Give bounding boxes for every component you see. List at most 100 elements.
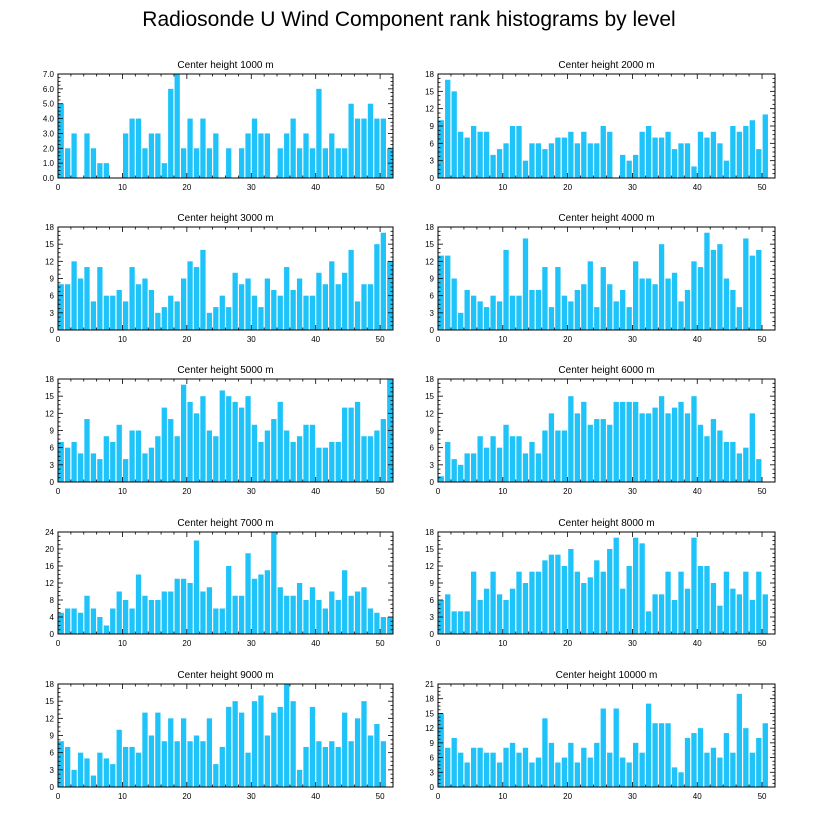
histogram-bar <box>490 571 496 634</box>
histogram-bar <box>329 591 335 634</box>
x-tick-label: 30 <box>628 792 637 801</box>
histogram-bar <box>296 278 303 330</box>
histogram-bar <box>756 571 762 634</box>
histogram-bar <box>633 154 639 178</box>
histogram-bar <box>535 289 542 330</box>
histogram-bar <box>206 587 213 634</box>
histogram-bar <box>367 735 374 787</box>
panel-title: Center height 6000 m <box>558 365 654 376</box>
histogram-bar <box>587 261 593 330</box>
histogram-bar <box>290 595 296 634</box>
histogram-bar <box>665 413 671 482</box>
histogram-bar <box>581 284 587 330</box>
y-tick-label: 0 <box>50 630 55 639</box>
histogram-bar <box>335 441 341 482</box>
histogram-bar <box>135 752 142 787</box>
histogram-bar <box>581 583 587 634</box>
histogram-bar <box>277 148 283 178</box>
histogram-bar <box>309 587 316 634</box>
histogram-bar <box>226 307 232 330</box>
histogram-bar <box>290 701 296 787</box>
y-tick-label: 9 <box>430 275 435 284</box>
histogram-bar <box>277 295 283 330</box>
histogram-bar <box>290 289 296 330</box>
histogram-bar <box>594 742 600 787</box>
histogram-bar <box>496 594 503 634</box>
histogram-bar <box>691 537 697 634</box>
histogram-bar <box>743 238 749 330</box>
histogram-bar <box>129 118 135 178</box>
histogram-bar <box>155 436 161 482</box>
histogram-bar <box>730 588 736 634</box>
histogram-bar <box>736 453 743 482</box>
histogram-bar <box>361 587 367 634</box>
histogram-bar <box>626 762 632 787</box>
histogram-bar <box>232 595 238 634</box>
histogram-bar <box>736 594 743 634</box>
histogram-bar <box>542 560 548 634</box>
x-tick-label: 40 <box>693 487 702 496</box>
x-tick-label: 40 <box>311 639 320 648</box>
y-tick-label: 9 <box>430 579 435 588</box>
histogram-bar <box>620 588 626 634</box>
y-tick-label: 0 <box>50 478 55 487</box>
x-tick-label: 20 <box>563 792 572 801</box>
histogram-bar <box>84 595 90 634</box>
histogram-bar <box>180 278 187 330</box>
histogram-bar <box>206 148 213 178</box>
histogram-bar <box>251 424 258 482</box>
x-tick-label: 20 <box>182 639 191 648</box>
x-tick-label: 50 <box>758 183 767 192</box>
histogram-bar <box>123 746 129 787</box>
histogram-bar <box>361 284 367 330</box>
y-tick-label: 3 <box>50 766 55 775</box>
histogram-bar <box>678 301 684 330</box>
y-tick-label: 12 <box>425 105 434 114</box>
y-tick-label: 15 <box>425 87 434 96</box>
histogram-bar <box>348 595 354 634</box>
histogram-bar <box>213 764 219 787</box>
histogram-bar <box>704 436 710 482</box>
histogram-bar <box>594 143 600 178</box>
histogram-bar <box>581 747 587 787</box>
y-tick-label: 18 <box>425 70 434 79</box>
histogram-bar <box>503 249 509 330</box>
histogram-bar <box>581 131 587 178</box>
histogram-bar <box>103 436 109 482</box>
histogram-bar <box>322 746 328 787</box>
histogram-bar <box>626 566 632 634</box>
x-tick-label: 10 <box>118 335 127 344</box>
histogram-bar <box>213 608 219 634</box>
y-tick-label: 12 <box>425 562 434 571</box>
histogram-bar <box>271 532 277 634</box>
histogram-bar <box>142 278 148 330</box>
histogram-bar <box>174 74 180 178</box>
x-tick-label: 40 <box>693 639 702 648</box>
histogram-bar <box>626 307 632 330</box>
x-tick-label: 10 <box>498 639 507 648</box>
histogram-bar <box>652 723 658 787</box>
histogram-bar <box>354 118 361 178</box>
y-tick-label: 12 <box>425 257 434 266</box>
histogram-bar <box>730 289 736 330</box>
panel-title: Center height 1000 m <box>177 60 273 71</box>
histogram-bar <box>58 441 64 482</box>
histogram-bar <box>730 752 736 787</box>
y-tick-label: 0 <box>430 478 435 487</box>
histogram-bar <box>316 741 322 787</box>
histogram-bar <box>464 611 470 634</box>
histogram-bar <box>374 118 380 178</box>
histogram-bar <box>123 600 129 634</box>
histogram-bar <box>633 537 639 634</box>
histogram-bar <box>633 401 639 482</box>
histogram-bar <box>600 126 606 178</box>
histogram-bar <box>180 384 187 482</box>
histogram-bar <box>97 267 103 330</box>
histogram-bar <box>264 735 271 787</box>
histogram-bar <box>710 419 717 482</box>
y-tick-label: 12 <box>425 724 434 733</box>
histogram-bar <box>620 154 626 178</box>
panel-3: Center height 3000 m 0 10 20 30 40 50 0 3 6 9 12 15 1… <box>45 213 394 344</box>
x-tick-label: 0 <box>436 487 441 496</box>
